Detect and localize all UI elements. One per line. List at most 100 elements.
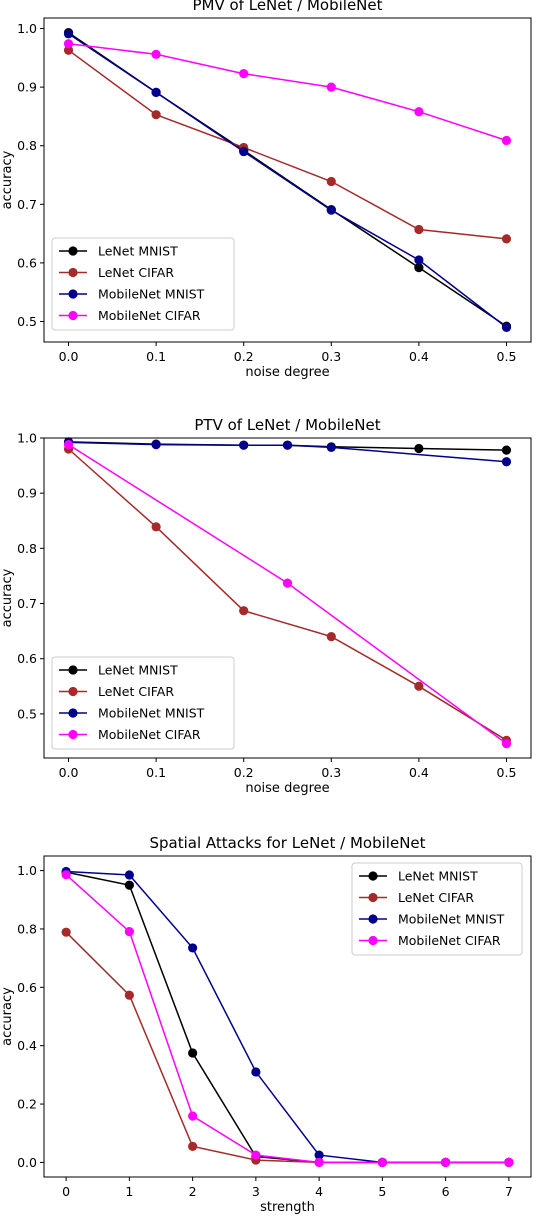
y-tick-label: 0.0 (17, 1155, 37, 1170)
legend-marker (68, 267, 78, 278)
y-tick-label: 0.9 (17, 80, 37, 95)
series-line (68, 49, 507, 240)
data-point (326, 205, 336, 215)
data-point (63, 440, 74, 450)
data-point (63, 39, 74, 49)
y-tick-label: 0.9 (17, 486, 37, 501)
x-tick-label: 0.3 (321, 349, 341, 364)
data-point (63, 45, 74, 55)
legend: LeNet MNIST LeNet CIFAR MobileNet MNIST Mob… (51, 237, 235, 331)
chart-title: PMV of LeNet / MobileNet (192, 0, 382, 14)
y-tick-label: 1.0 (17, 431, 37, 446)
data-point (124, 880, 134, 890)
chart-title: PTV of LeNet / MobileNet (194, 416, 380, 434)
legend-label: LeNet MNIST (98, 244, 178, 259)
data-point (501, 135, 512, 146)
data-point (501, 445, 512, 455)
y-tick-label: 0.4 (17, 1038, 37, 1053)
y-axis-label: accuracy (0, 568, 15, 627)
series-line (68, 441, 507, 463)
data-point (151, 522, 161, 532)
x-tick-label: 0.3 (321, 765, 341, 780)
x-tick-label: 0.5 (497, 349, 517, 364)
series-mobilenet-mnist (63, 29, 512, 332)
subplot-1: PMV of LeNet / MobileNet 0.0 0.1 0.2 0.3 0.4 0… (0, 0, 532, 380)
series-line (65, 931, 509, 1164)
x-tick-label: 4 (315, 1184, 323, 1199)
data-point (124, 926, 134, 937)
data-point (124, 870, 134, 880)
legend-label: MobileNet MNIST (98, 706, 205, 721)
legend-marker (68, 729, 78, 740)
data-point (314, 1157, 324, 1168)
legend-marker (68, 289, 78, 299)
x-tick-label: 2 (189, 1184, 197, 1199)
legend-label: LeNet MNIST (398, 869, 478, 884)
x-tick-label: 0.2 (234, 349, 254, 364)
data-point (326, 442, 336, 452)
data-point (151, 110, 161, 120)
subplot-2: PTV of LeNet / MobileNet 0.0 0.1 0.2 0.3 0.4 0… (0, 416, 532, 796)
x-axis-label: noise degree (245, 365, 329, 380)
y-axis-label: accuracy (0, 987, 15, 1046)
data-point (326, 176, 336, 187)
legend-marker (368, 935, 378, 946)
series-line (68, 43, 507, 142)
legend-label: LeNet CIFAR (398, 890, 474, 905)
data-point (151, 440, 161, 450)
data-point (326, 632, 336, 642)
y-tick-label: 0.8 (17, 541, 37, 556)
legend-marker (68, 708, 78, 718)
legend-marker (368, 892, 378, 903)
legend: LeNet MNIST LeNet CIFAR MobileNet MNIST Mob… (51, 656, 235, 750)
series-mobilenet-mnist (63, 437, 512, 467)
data-point (239, 146, 249, 157)
data-point (124, 990, 134, 1000)
y-tick-label: 0.6 (17, 651, 37, 666)
data-point (188, 1111, 198, 1121)
x-tick-label: 0.1 (146, 349, 166, 364)
data-point (326, 82, 336, 92)
x-tick-label: 0.0 (59, 349, 79, 364)
x-tick-label: 0.4 (409, 765, 429, 780)
legend-label: MobileNet MNIST (98, 287, 205, 302)
data-point (314, 1150, 324, 1160)
y-tick-label: 0.8 (17, 921, 37, 936)
x-tick-label: 3 (252, 1184, 260, 1199)
legend-label: MobileNet CIFAR (98, 308, 201, 323)
y-tick-label: 0.6 (17, 255, 37, 270)
legend: LeNet MNIST LeNet CIFAR MobileNet MNIST Mob… (351, 862, 523, 956)
data-point (414, 262, 424, 273)
data-point (282, 578, 293, 588)
legend-marker (68, 246, 78, 256)
legend-label: MobileNet CIFAR (398, 933, 501, 948)
legend-marker (368, 914, 378, 924)
data-point (188, 1048, 198, 1058)
data-point (151, 87, 161, 98)
y-tick-label: 0.2 (17, 1097, 37, 1112)
x-tick-label: 0.0 (59, 765, 79, 780)
y-tick-label: 0.7 (17, 197, 37, 212)
plot-frame (43, 855, 532, 1178)
legend-label: LeNet CIFAR (98, 684, 174, 699)
series-mobilenet-cifar (63, 39, 512, 146)
legend-label: LeNet CIFAR (98, 265, 174, 280)
legend-marker (68, 310, 78, 321)
data-point (504, 1157, 514, 1168)
data-point (501, 739, 512, 749)
plot-frame (43, 17, 532, 343)
legend-label: LeNet MNIST (98, 663, 178, 678)
legend-marker (68, 686, 78, 697)
data-point (63, 29, 74, 39)
data-point (414, 681, 424, 691)
x-tick-label: 6 (442, 1184, 450, 1199)
series-line (68, 33, 507, 328)
x-axis-label: noise degree (245, 781, 329, 796)
x-tick-label: 5 (378, 1184, 386, 1199)
series-lenet-cifar (61, 927, 514, 1168)
x-axis-label: strength (260, 1200, 315, 1215)
legend-box (351, 862, 523, 956)
y-axis-label: accuracy (0, 150, 15, 209)
x-tick-label: 0.4 (409, 349, 429, 364)
series-mobilenet-cifar (63, 440, 512, 749)
